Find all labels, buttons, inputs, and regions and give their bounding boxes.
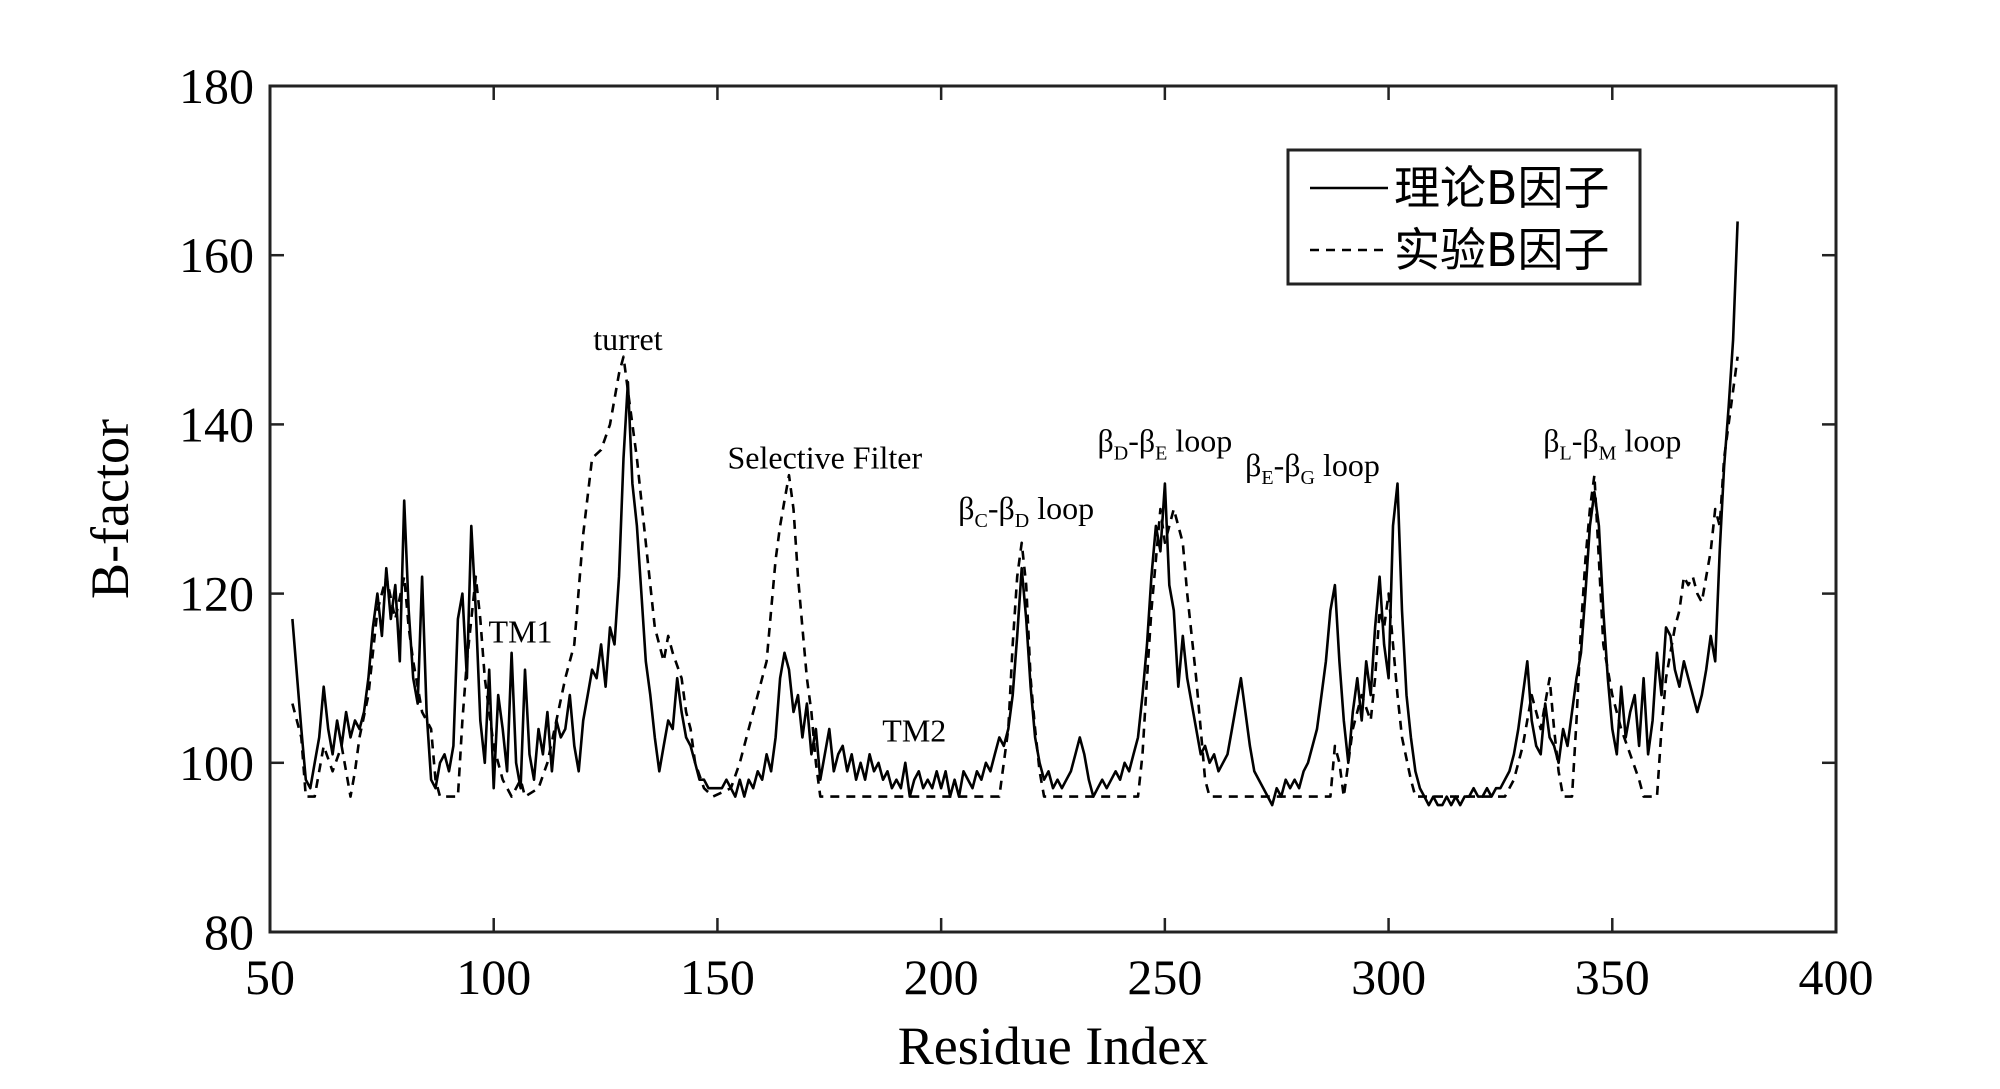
legend-box	[1286, 148, 1642, 286]
annotation-text: loop	[1616, 422, 1681, 458]
annotation-subscript: D	[1015, 510, 1029, 532]
y-tick-label: 180	[179, 58, 254, 114]
annotation-label: βL-βM loop	[1543, 422, 1681, 464]
x-tick-label: 200	[904, 949, 979, 1005]
annotation-text: -β	[1274, 447, 1301, 483]
legend-label-theoretical: 理论B因子	[1394, 161, 1610, 215]
y-tick-label: 120	[179, 566, 254, 622]
x-tick-label: 300	[1351, 949, 1426, 1005]
x-tick-label: 350	[1575, 949, 1650, 1005]
annotation-text: β	[1097, 422, 1113, 458]
annotation-label: TM1	[489, 614, 553, 650]
annotation-text: -β	[1128, 422, 1155, 458]
annotation-text: β	[1245, 447, 1261, 483]
annotation-subscript: G	[1301, 467, 1315, 489]
annotation-subscript: E	[1261, 467, 1273, 489]
annotation-text: -β	[988, 490, 1015, 526]
annotation-text: loop	[1315, 447, 1380, 483]
annotation-label: βD-βE loop	[1097, 422, 1232, 464]
annotation-text: loop	[1167, 422, 1232, 458]
annotation-text: -β	[1572, 422, 1599, 458]
annotation-subscript: M	[1599, 442, 1617, 464]
series-layer	[291, 221, 1739, 807]
annotation-label: turret	[593, 321, 662, 357]
legend: 理论B因子 实验B因子	[1286, 148, 1642, 286]
series-theoretical-line	[291, 221, 1739, 807]
annotation-subscript: L	[1560, 442, 1572, 464]
annotation-text: loop	[1029, 490, 1094, 526]
annotation-subscript: C	[974, 510, 987, 532]
annotation-text: β	[958, 490, 974, 526]
x-tick-label: 250	[1127, 949, 1202, 1005]
x-axis-title: Residue Index	[898, 1016, 1208, 1076]
x-tick-label: 150	[680, 949, 755, 1005]
annotation-label: Selective Filter	[728, 439, 923, 475]
annotation-subscript: D	[1114, 442, 1128, 464]
legend-label-experimental: 实验B因子	[1394, 223, 1610, 277]
y-tick-label: 80	[204, 904, 254, 960]
axis-ticks: 50 100 150 200 250 300 350 400 80 100 120 140 160 180	[179, 58, 1874, 1005]
y-tick-label: 140	[179, 396, 254, 452]
annotation-label: βC-βD loop	[958, 490, 1094, 532]
y-tick-label: 100	[179, 735, 254, 791]
x-tick-label: 100	[456, 949, 531, 1005]
annotation-label: TM2	[882, 713, 946, 749]
y-axis-title: B-factor	[80, 419, 140, 599]
x-tick-label: 50	[245, 949, 295, 1005]
annotation-label: βE-βG loop	[1245, 447, 1380, 489]
x-tick-label: 400	[1799, 949, 1874, 1005]
annotation-subscript: E	[1155, 442, 1167, 464]
plot-area-frame	[268, 84, 1838, 934]
y-tick-label: 160	[179, 227, 254, 283]
annotation-text: β	[1543, 422, 1559, 458]
